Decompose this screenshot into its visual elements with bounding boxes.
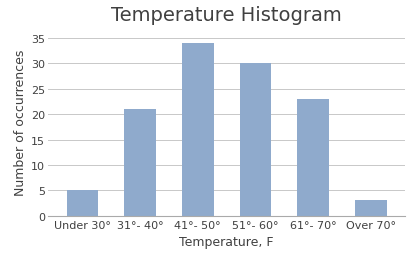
Bar	[182, 44, 214, 216]
Bar	[240, 64, 271, 216]
Bar	[67, 190, 98, 216]
Bar	[297, 100, 329, 216]
Y-axis label: Number of occurrences: Number of occurrences	[14, 50, 27, 195]
Bar	[355, 201, 387, 216]
Title: Temperature Histogram: Temperature Histogram	[111, 6, 342, 24]
Bar	[124, 110, 156, 216]
X-axis label: Temperature, F: Temperature, F	[179, 235, 274, 248]
